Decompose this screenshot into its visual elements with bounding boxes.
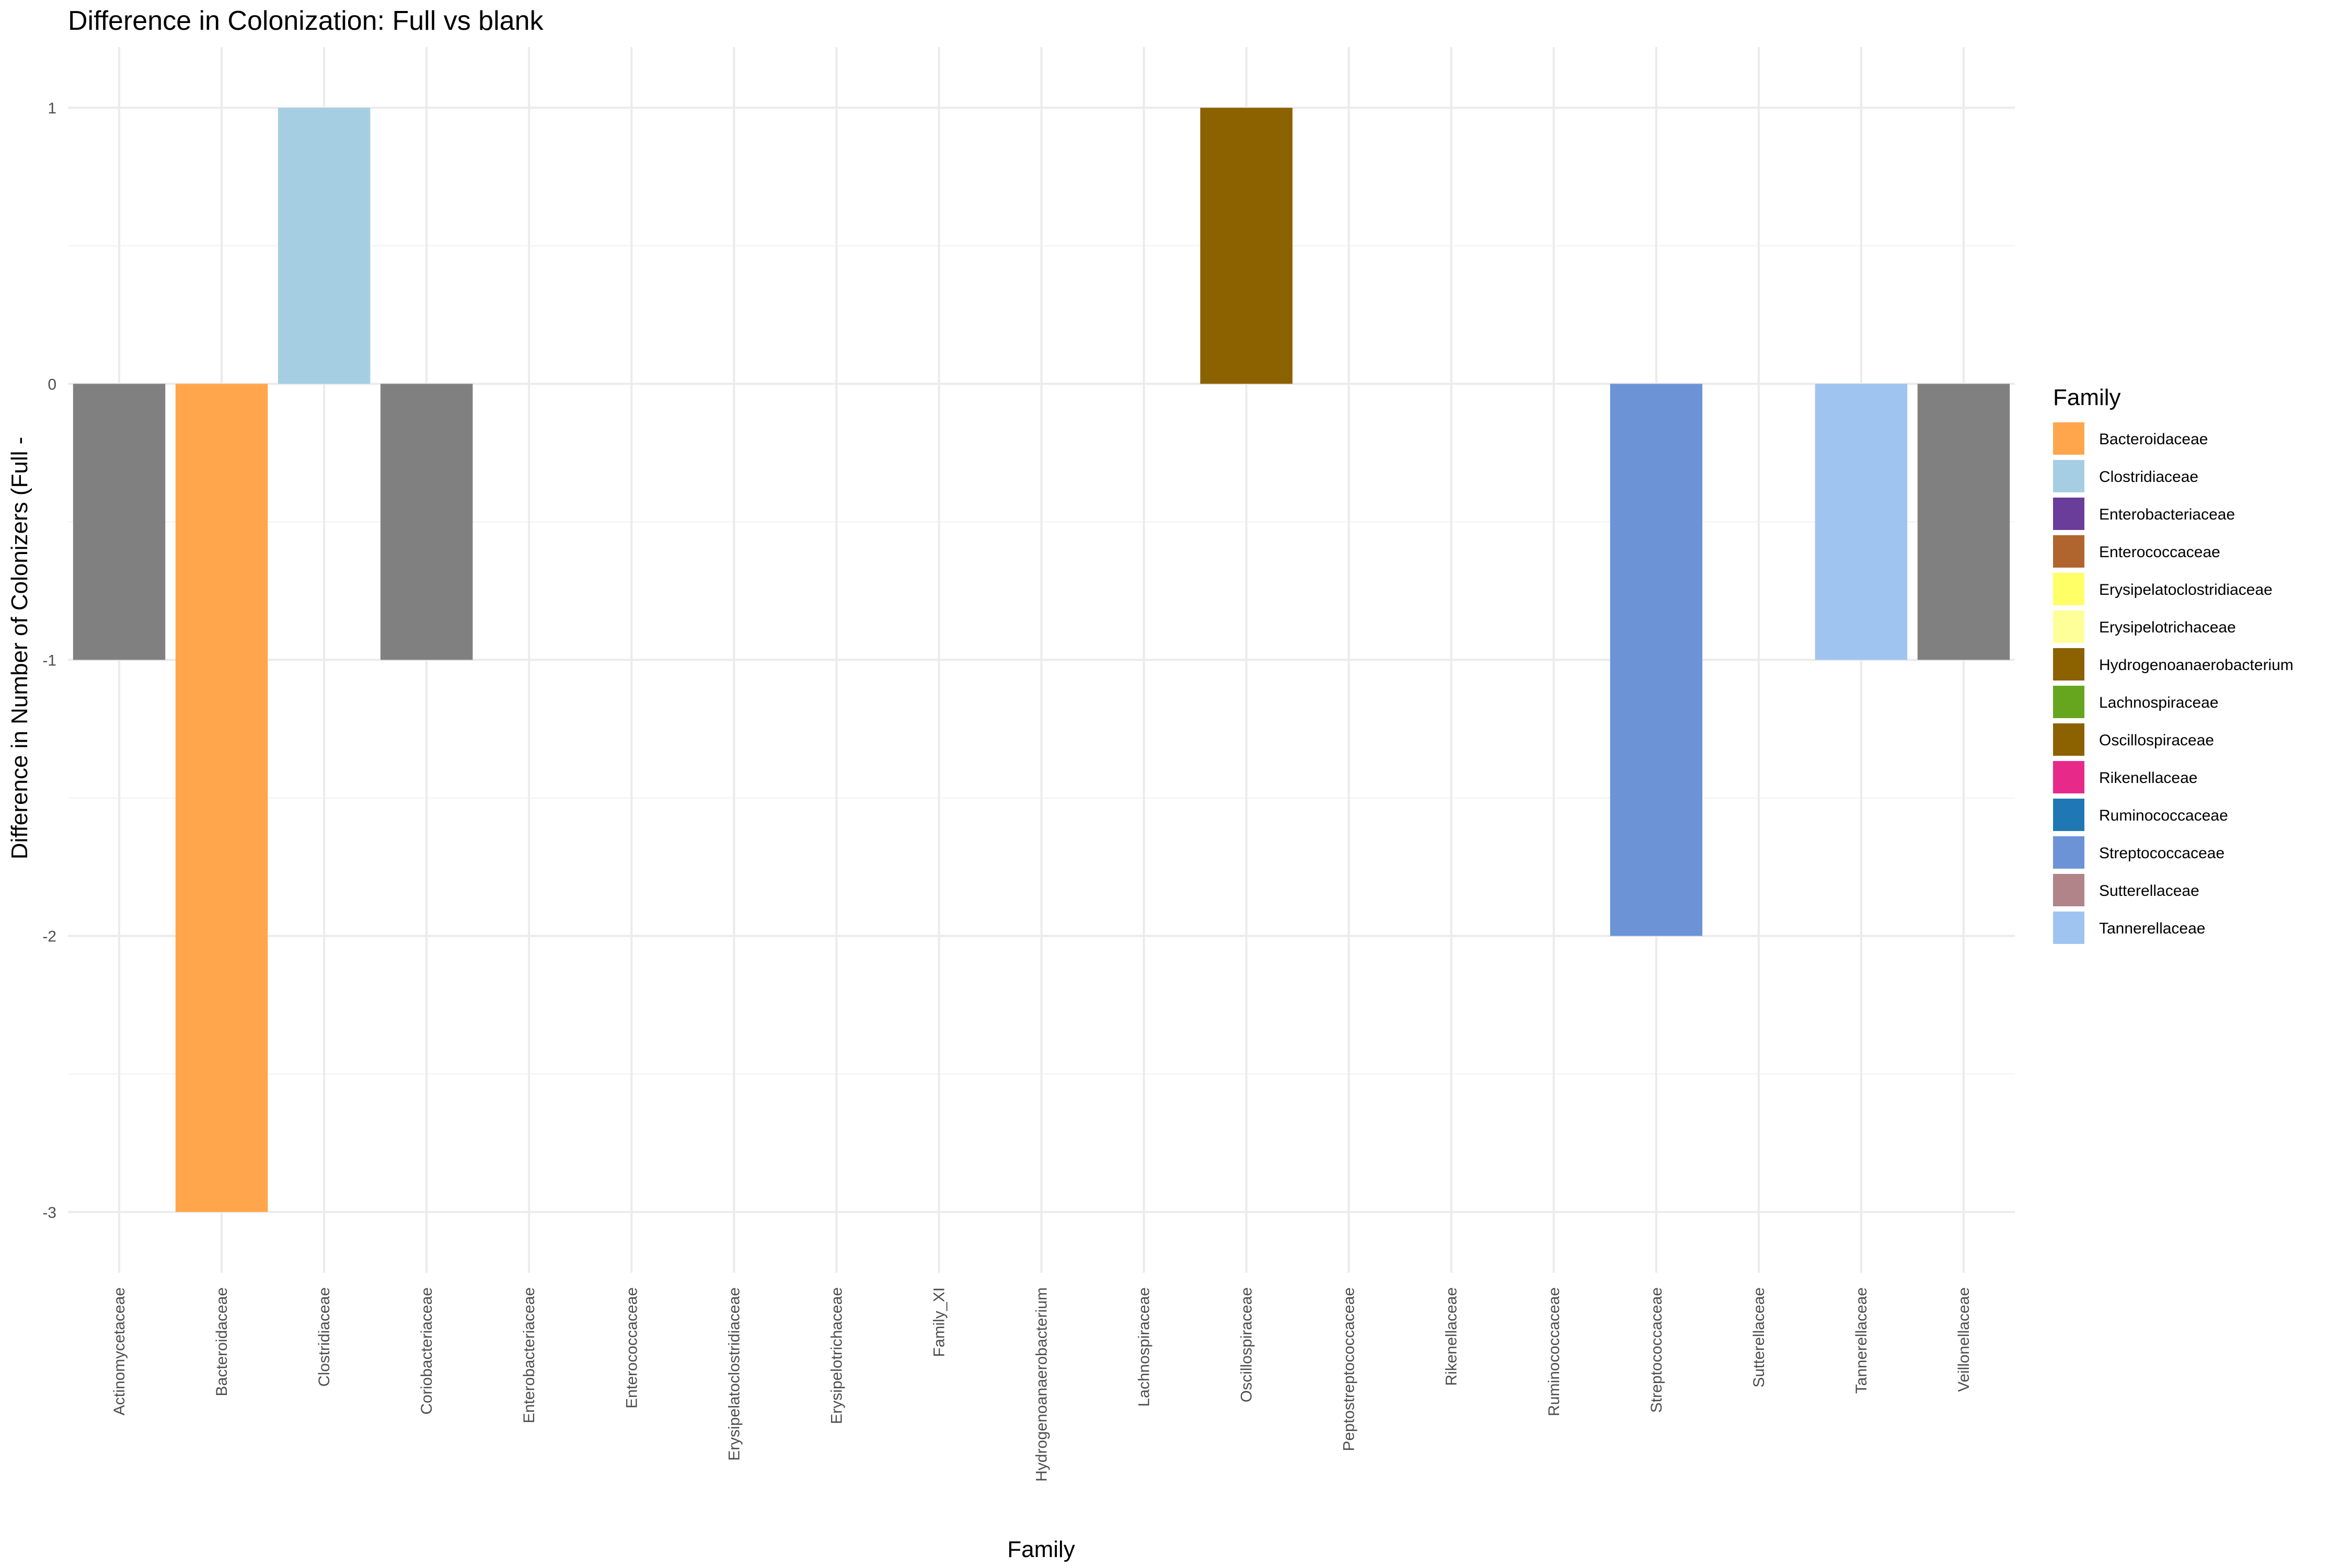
legend-key <box>2053 761 2084 793</box>
legend-label: Tannerellaceae <box>2099 920 2205 937</box>
bar-tannerellaceae <box>1815 384 1908 660</box>
legend-label: Ruminococcaceae <box>2099 807 2228 824</box>
legend-key <box>2053 422 2084 455</box>
legend-key <box>2053 610 2084 643</box>
x-tick-label: Tannerellaceae <box>1853 1287 1870 1393</box>
x-tick-label: Peptostreptococcaceae <box>1341 1287 1358 1451</box>
legend-key <box>2053 648 2084 681</box>
x-tick-label: Clostridiaceae <box>316 1287 333 1387</box>
legend-key <box>2053 460 2084 492</box>
y-tick-label: -2 <box>42 928 56 946</box>
x-tick-label: Ruminococcaceae <box>1546 1287 1563 1416</box>
legend: Family Bacteroidaceae Clostridiaceae Enter… <box>2053 385 2293 944</box>
legend-key <box>2053 874 2084 906</box>
y-axis-title: Difference in Number of Colonizers (Full… <box>7 437 32 860</box>
x-tick-label: Oscillospiraceae <box>1238 1287 1255 1402</box>
x-tick-label: Actinomycetaceae <box>111 1287 128 1415</box>
x-tick-label: Streptococcaceae <box>1648 1287 1665 1413</box>
y-tick-label: 1 <box>48 100 56 117</box>
x-tick-label: Bacteroidaceae <box>213 1287 230 1396</box>
x-tick-label: Family_XI <box>930 1287 948 1357</box>
chart-title: Difference in Colonization: Full vs blan… <box>68 6 544 36</box>
legend-label: Lachnospiraceae <box>2099 694 2219 711</box>
legend-key <box>2053 686 2084 718</box>
legend-key <box>2053 573 2084 605</box>
legend-title: Family <box>2053 385 2121 410</box>
x-tick-label: Rikenellaceae <box>1443 1287 1460 1386</box>
bar-veillonellaceae <box>1917 384 2010 660</box>
legend-label: Hydrogenoanaerobacterium <box>2099 656 2293 674</box>
x-tick-label: Lachnospiraceae <box>1136 1287 1153 1407</box>
x-tick-label: Enterococcaceae <box>623 1287 640 1409</box>
legend-key <box>2053 535 2084 568</box>
legend-key <box>2053 836 2084 869</box>
x-tick-label: Sutterellaceae <box>1750 1287 1768 1388</box>
x-tick-label: Veillonellaceae <box>1955 1287 1973 1392</box>
x-tick-label: Erysipelatoclostridiaceae <box>725 1287 743 1461</box>
y-tick-label: -3 <box>42 1204 56 1221</box>
legend-label: Sutterellaceae <box>2099 882 2199 900</box>
legend-label: Clostridiaceae <box>2099 468 2198 486</box>
legend-label: Oscillospiraceae <box>2099 732 2214 749</box>
x-tick-label: Enterobacteriaceae <box>521 1287 538 1423</box>
legend-label: Streptococcaceae <box>2099 845 2224 862</box>
x-axis-title: Family <box>1007 1537 1075 1562</box>
y-tick-label: -1 <box>42 652 56 670</box>
bar-bacteroidaceae <box>175 384 268 1212</box>
x-tick-label: Erysipelotrichaceae <box>828 1287 845 1424</box>
legend-key <box>2053 723 2084 756</box>
legend-items: Bacteroidaceae Clostridiaceae Enterobacter… <box>2053 422 2293 944</box>
bar-coriobacteriaceae <box>380 384 473 660</box>
y-axis-ticks: -3 -2 -1 0 1 <box>42 100 56 1221</box>
bar-oscillospiraceae <box>1200 108 1293 384</box>
legend-label: Erysipelotrichaceae <box>2099 619 2236 636</box>
bar-actinomycetaceae <box>73 384 166 660</box>
legend-key <box>2053 799 2084 831</box>
legend-label: Enterococcaceae <box>2099 544 2220 561</box>
legend-label: Rikenellaceae <box>2099 769 2197 787</box>
bars <box>73 108 2010 1212</box>
x-tick-label: Hydrogenoanaerobacterium <box>1033 1287 1051 1482</box>
x-tick-label: Coriobacteriaceae <box>418 1287 435 1414</box>
y-tick-label: 0 <box>48 376 56 393</box>
bar-streptococcaceae <box>1610 384 1703 936</box>
legend-label: Bacteroidaceae <box>2099 431 2208 448</box>
legend-label: Enterobacteriaceae <box>2099 506 2235 523</box>
bar-clostridiaceae <box>278 108 371 384</box>
legend-key <box>2053 912 2084 944</box>
legend-label: Erysipelatoclostridiaceae <box>2099 581 2273 598</box>
x-axis-ticks: Actinomycetaceae Bacteroidaceae Clostridia… <box>111 1287 1973 1482</box>
legend-key <box>2053 498 2084 530</box>
